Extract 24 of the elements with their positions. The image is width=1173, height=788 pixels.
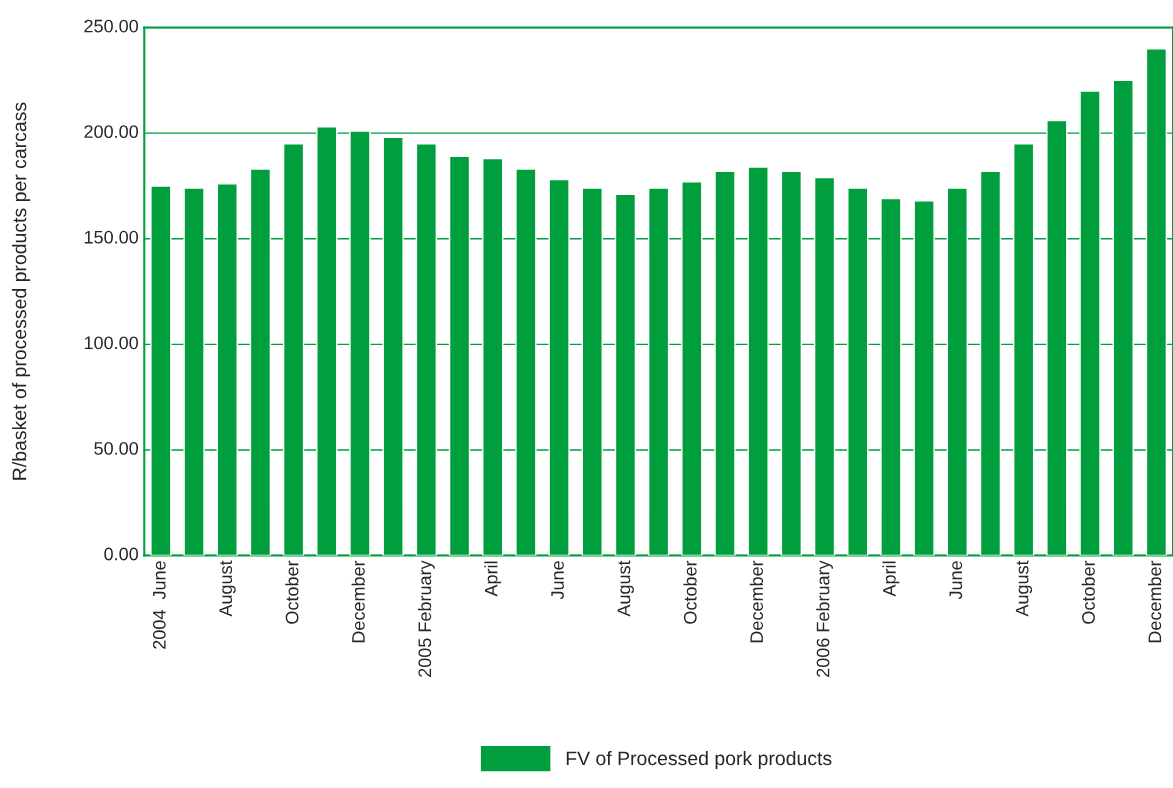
x-tick-label: 2004 June <box>152 561 166 649</box>
y-tick-label: 150.00 <box>84 230 139 244</box>
legend-label: FV of Processed pork products <box>566 750 832 770</box>
x-tick-label: June <box>949 561 963 600</box>
y-tick-label: 200.00 <box>84 125 139 139</box>
y-tick-label: 50.00 <box>94 442 139 455</box>
y-axis-title: R/basket of processed products per carcass <box>12 102 31 480</box>
x-tick-label: December <box>351 560 365 643</box>
x-tick-label: December <box>749 560 764 643</box>
x-tick-label: August <box>1015 560 1033 617</box>
y-tick-label: 250.00 <box>84 19 139 33</box>
x-tick-label: August <box>617 560 634 617</box>
x-tick-label: October <box>683 560 697 624</box>
x-tick-label: June <box>551 561 564 600</box>
y-tick-label: 0.00 <box>104 547 139 561</box>
x-tick-label: October <box>1081 560 1095 624</box>
x-tick-label: December <box>1147 560 1162 643</box>
x-tick-label: 2005 February <box>417 560 435 677</box>
y-tick-label: 100.00 <box>84 336 139 350</box>
x-tick-label: October <box>285 560 299 624</box>
x-tick-label: April <box>882 561 900 597</box>
x-tick-label: 2006 February <box>816 560 833 677</box>
x-tick-label: April <box>484 561 502 597</box>
x-tick-label: August <box>219 560 236 617</box>
